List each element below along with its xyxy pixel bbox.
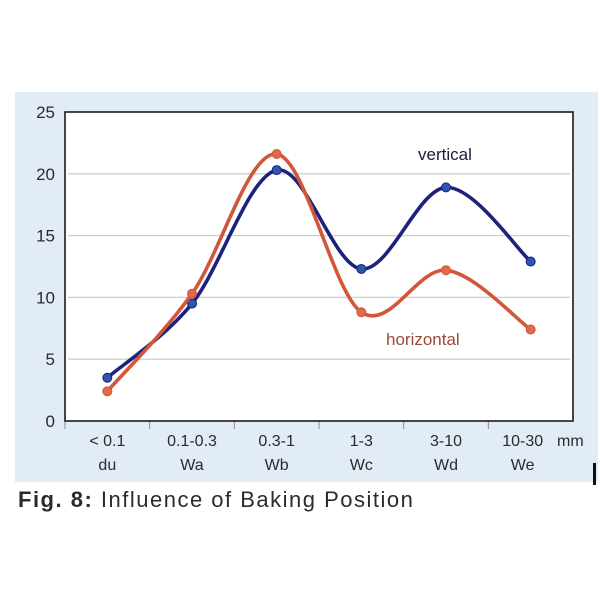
annotation-horizontal: horizontal xyxy=(386,330,460,349)
data-point-horizontal xyxy=(187,288,197,299)
y-axis: 0 5 10 15 20 25 xyxy=(36,103,55,431)
plot-frame xyxy=(64,111,574,422)
y-tick-label: 0 xyxy=(46,412,55,431)
data-point-vertical xyxy=(441,182,451,193)
data-point-horizontal xyxy=(525,324,536,335)
gridlines xyxy=(68,173,570,360)
caption-text: Influence of Baking Position xyxy=(93,487,415,512)
x-tick-label-range: 10-30 xyxy=(502,433,543,450)
series-layer xyxy=(102,149,536,397)
y-tick-label: 15 xyxy=(36,227,55,246)
plot-area xyxy=(65,112,573,421)
y-tick-label: 20 xyxy=(36,165,55,184)
x-tick-label-code: Wa xyxy=(180,457,204,474)
x-tick-label-code: Wb xyxy=(265,457,289,474)
x-axis: < 0.1 du 0.1-0.3 Wa 0.3-1 Wb 1-3 Wc 3-10 Wd 10-30 W… xyxy=(64,421,543,474)
x-tick-label-code: Wc xyxy=(350,457,373,474)
data-point-vertical xyxy=(525,256,536,267)
x-tick-label-code: Wd xyxy=(434,457,458,474)
x-unit-label: mm xyxy=(557,433,584,450)
series-horizontal xyxy=(102,149,536,397)
data-point-vertical xyxy=(187,298,197,309)
y-tick-label: 5 xyxy=(46,350,55,369)
caption-prefix: Fig. 8: xyxy=(18,487,94,512)
edge-mark xyxy=(593,463,596,485)
x-tick-label-code: We xyxy=(511,457,535,474)
data-point-horizontal xyxy=(356,307,367,318)
x-tick-label-range: 0.1-0.3 xyxy=(167,433,217,450)
x-tick-label-code: du xyxy=(98,457,116,474)
figure-caption: Fig. 8: Influence of Baking Position xyxy=(18,487,414,513)
data-point-vertical xyxy=(271,165,282,176)
series-vertical xyxy=(102,165,536,383)
y-tick-label: 25 xyxy=(36,103,55,122)
data-point-vertical xyxy=(356,263,367,274)
y-tick-label: 10 xyxy=(36,288,55,307)
data-point-vertical xyxy=(102,372,113,383)
data-point-horizontal xyxy=(271,149,282,160)
x-tick-label-range: < 0.1 xyxy=(89,433,125,450)
data-point-horizontal xyxy=(102,386,113,397)
x-tick-label-range: 0.3-1 xyxy=(258,433,295,450)
data-point-horizontal xyxy=(441,265,451,276)
x-tick-label-range: 3-10 xyxy=(430,433,462,450)
x-tick-label-range: 1-3 xyxy=(350,433,373,450)
annotation-vertical: vertical xyxy=(418,145,472,164)
